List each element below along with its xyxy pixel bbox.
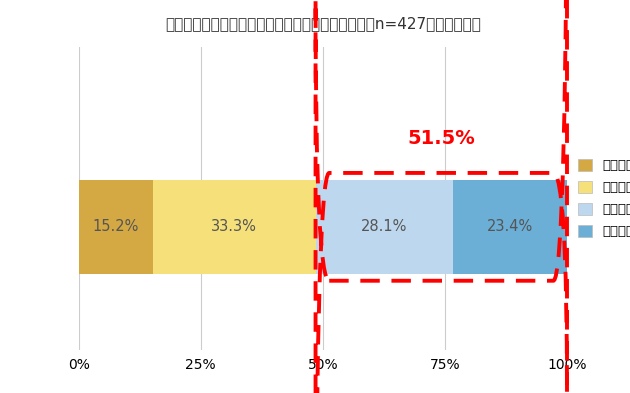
Text: 33.3%: 33.3%: [211, 219, 257, 234]
Bar: [316, 180, 453, 274]
Bar: [453, 180, 567, 274]
Text: 23.4%: 23.4%: [487, 219, 533, 234]
Legend: 積極的に活用している, まあ活用している, あまり活用していない, まったく活用していない: 積極的に活用している, まあ活用している, あまり活用していない, まったく活用…: [578, 159, 630, 238]
Bar: [153, 180, 316, 274]
Title: あなたのチームでテレワークを活用していますか（n=427，単数回答）: あなたのチームでテレワークを活用していますか（n=427，単数回答）: [165, 16, 481, 31]
Text: 51.5%: 51.5%: [408, 129, 475, 148]
Text: 15.2%: 15.2%: [93, 219, 139, 234]
Text: 28.1%: 28.1%: [361, 219, 408, 234]
Bar: [79, 180, 153, 274]
